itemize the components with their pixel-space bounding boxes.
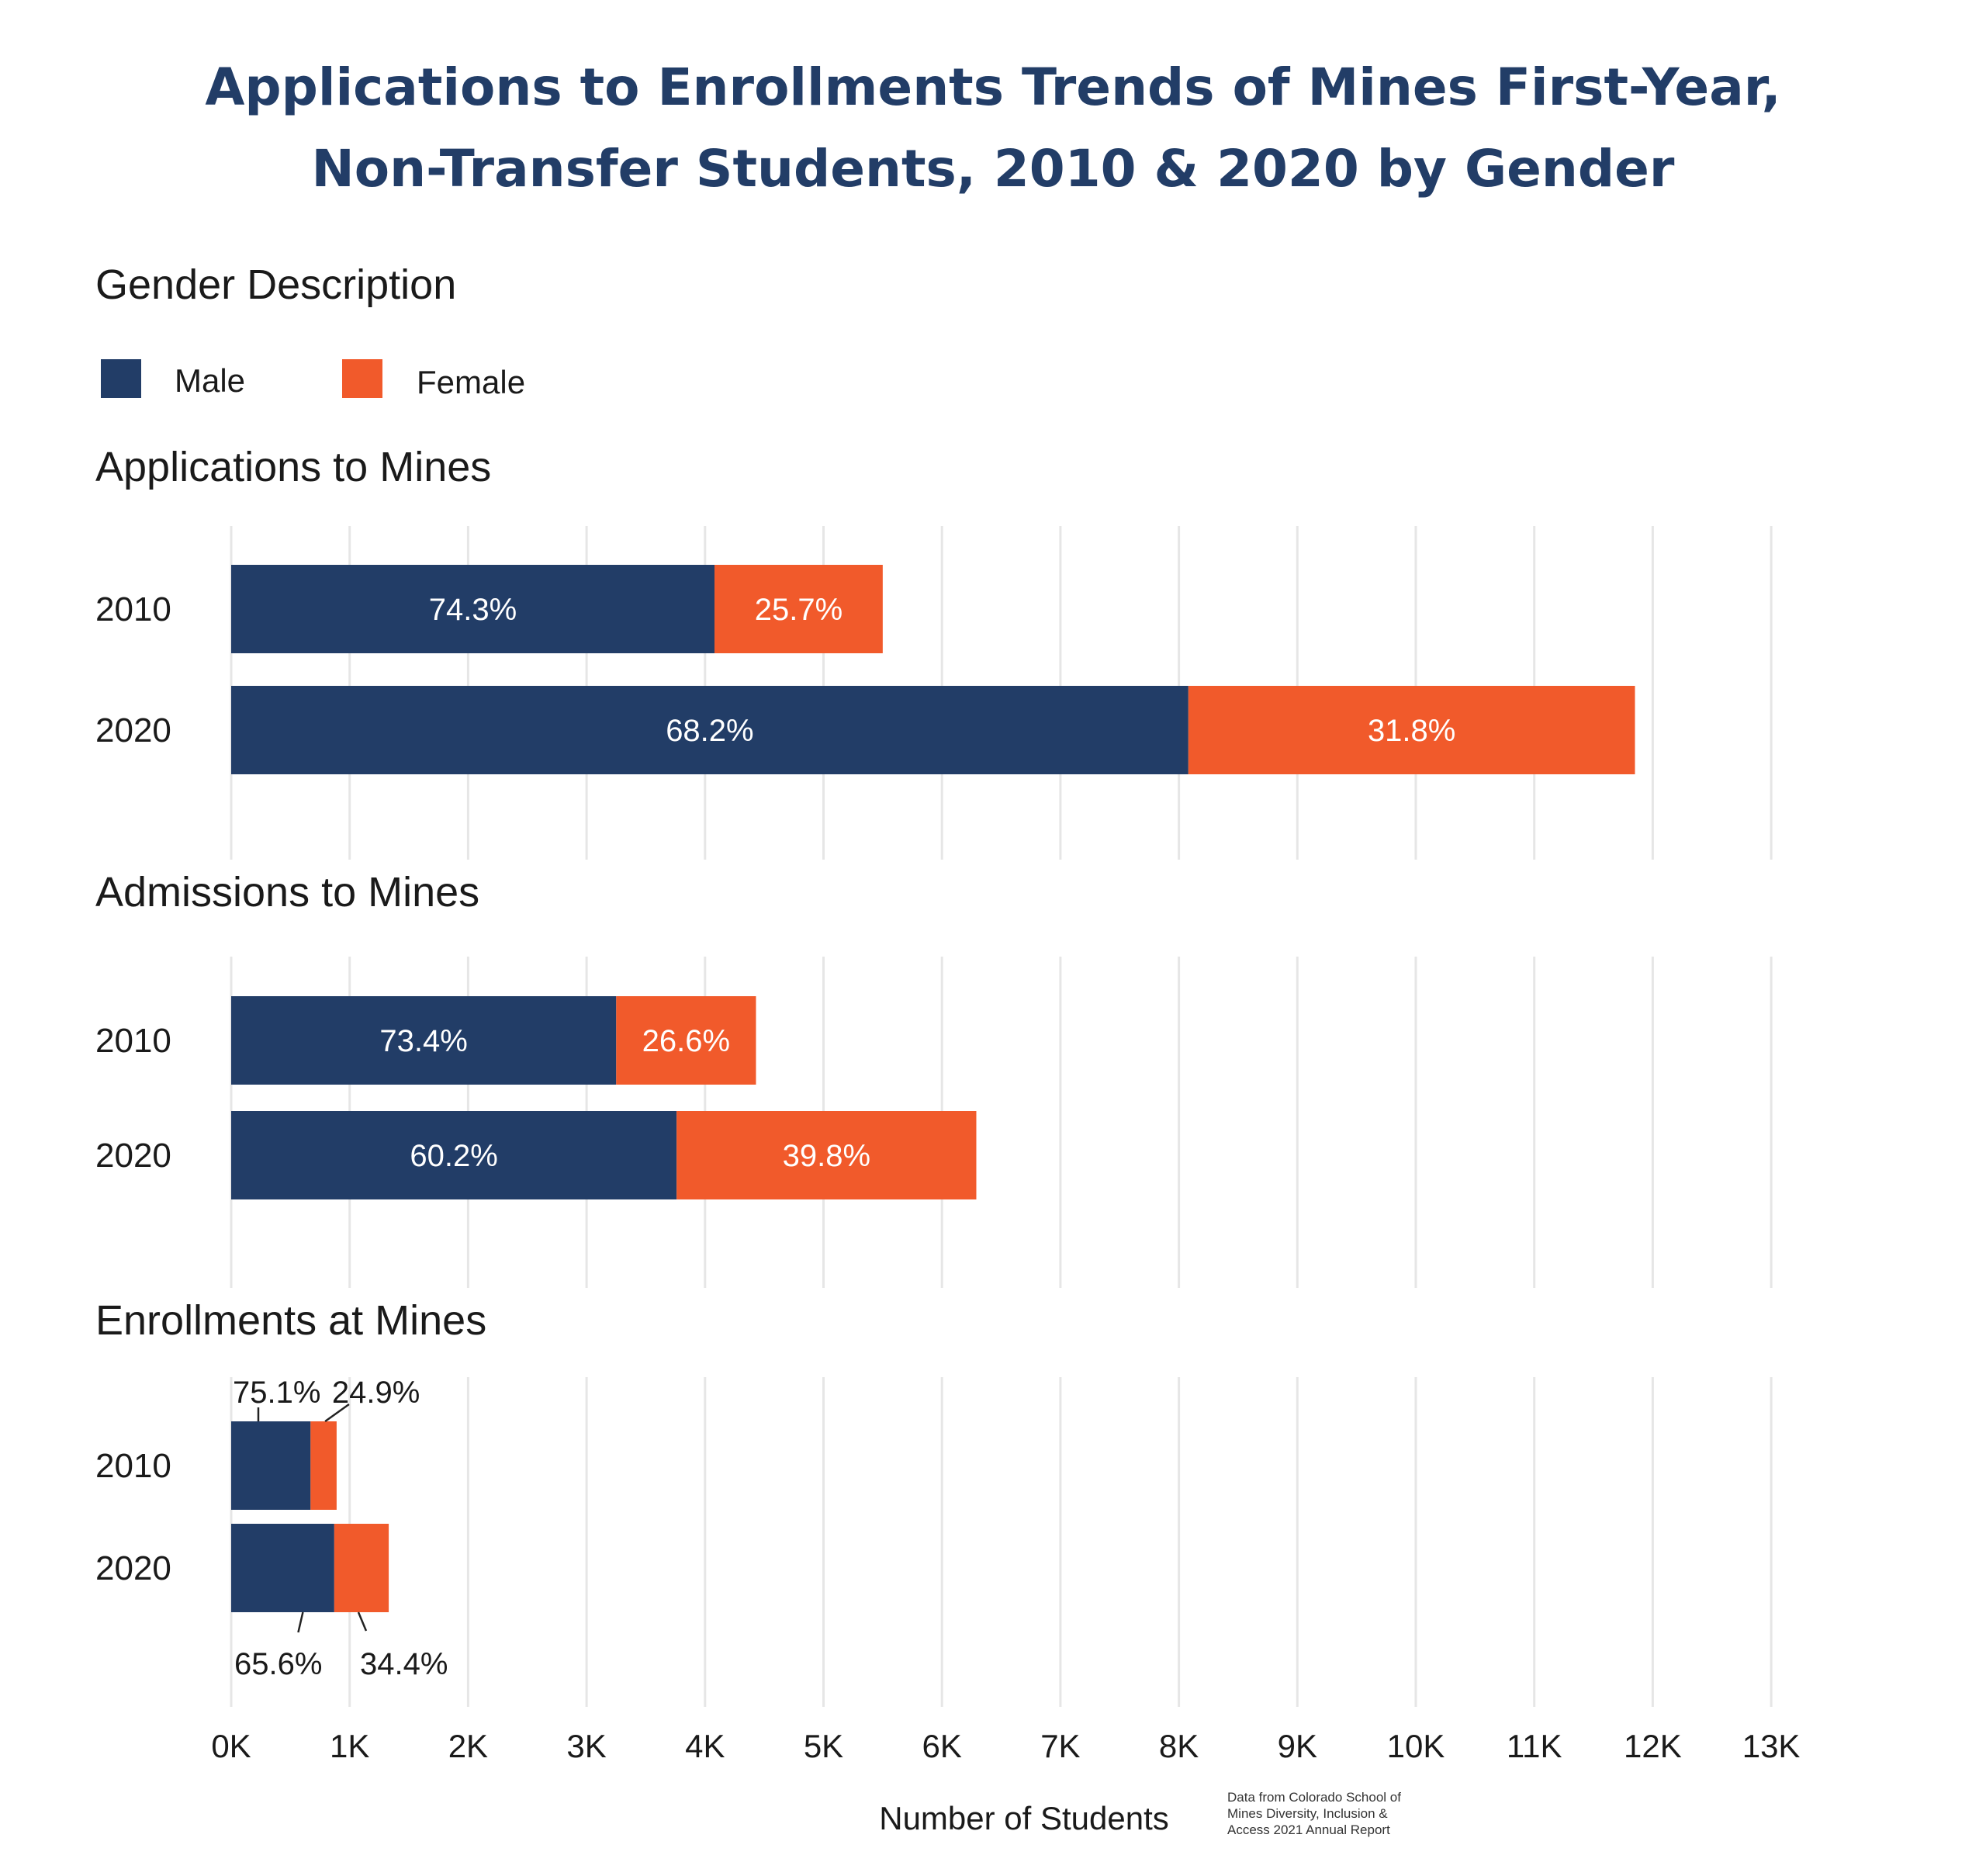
data-label: 73.4% (379, 1024, 467, 1058)
x-tick-label: 9K (1278, 1728, 1317, 1764)
x-tick-label: 7K (1040, 1728, 1080, 1764)
data-label: 68.2% (666, 714, 753, 748)
source-note: Data from Colorado School of Mines Diver… (1227, 1790, 1401, 1837)
x-tick-label: 4K (685, 1728, 725, 1764)
bar-male-2010 (231, 996, 617, 1085)
bars-layer (231, 565, 1635, 1612)
x-tick-label: 3K (566, 1728, 606, 1764)
x-tick-label: 12K (1624, 1728, 1682, 1764)
legend-title: Gender Description (95, 261, 456, 308)
bar-female-2020 (676, 1111, 977, 1199)
category-label: 2020 (95, 1549, 171, 1587)
bar-female-2010 (714, 565, 883, 653)
leader-line (297, 1611, 304, 1633)
leader-line (357, 1611, 368, 1632)
data-label: 39.8% (783, 1139, 870, 1173)
panel-title-applications: Applications to Mines (95, 444, 491, 490)
category-label: 2010 (95, 1022, 171, 1060)
bar-female-2020 (334, 1524, 389, 1612)
category-label: 2010 (95, 590, 171, 628)
leader-line (324, 1403, 350, 1423)
x-axis-ticks: 0K 1K 2K 3K 4K 5K 6K 7K 8K 9K 10K 11K 12K 13K (211, 1728, 1800, 1764)
data-label: 34.4% (360, 1647, 448, 1681)
bar-female-2010 (310, 1421, 337, 1510)
x-tick-label: 13K (1742, 1728, 1801, 1764)
data-label: 25.7% (755, 593, 842, 627)
x-tick-label: 0K (211, 1728, 251, 1764)
category-label: 2020 (95, 1137, 171, 1175)
bar-female-2010 (616, 996, 756, 1085)
data-label: 65.6% (234, 1647, 322, 1681)
x-tick-label: 1K (330, 1728, 369, 1764)
x-axis-label: Number of Students (879, 1800, 1169, 1836)
legend-label-male: Male (175, 362, 245, 399)
category-label: 2020 (95, 711, 171, 749)
panel-title-admissions: Admissions to Mines (95, 869, 479, 916)
bar-male-2020 (231, 1111, 677, 1199)
source-note-line-1: Data from Colorado School of (1227, 1790, 1401, 1805)
labels-layer: 2010 74.3% 25.7% 2020 68.2% 31.8% 2010 73.4% 26.… (95, 590, 1455, 1681)
data-label: 60.2% (410, 1139, 497, 1173)
bar-male-2020 (231, 1524, 334, 1612)
x-tick-label: 11K (1507, 1728, 1562, 1764)
x-tick-label: 2K (448, 1728, 488, 1764)
legend-label-female: Female (417, 364, 525, 400)
x-tick-label: 5K (804, 1728, 843, 1764)
data-label: 75.1% (233, 1376, 320, 1410)
bar-male-2010 (231, 1421, 311, 1510)
data-label: 26.6% (642, 1024, 730, 1058)
bar-female-2020 (1188, 686, 1635, 774)
x-tick-label: 10K (1387, 1728, 1445, 1764)
data-label: 74.3% (429, 593, 517, 627)
legend-swatch-female (342, 359, 382, 398)
chart-title-line-1: Applications to Enrollments Trends of Mi… (205, 57, 1780, 117)
x-tick-label: 6K (922, 1728, 962, 1764)
panel-title-enrollments: Enrollments at Mines (95, 1297, 486, 1344)
chart-title-line-2: Non-Transfer Students, 2010 & 2020 by Ge… (312, 139, 1675, 199)
legend: Gender Description Male Female (95, 261, 525, 400)
bar-male-2010 (231, 565, 715, 653)
legend-swatch-male (101, 359, 141, 398)
x-tick-label: 8K (1159, 1728, 1199, 1764)
bar-male-2020 (231, 686, 1188, 774)
source-note-line-3: Access 2021 Annual Report (1227, 1822, 1390, 1837)
data-label: 31.8% (1368, 714, 1455, 748)
data-label: 24.9% (332, 1376, 420, 1410)
source-note-line-2: Mines Diversity, Inclusion & (1227, 1806, 1388, 1821)
category-label: 2010 (95, 1447, 171, 1485)
